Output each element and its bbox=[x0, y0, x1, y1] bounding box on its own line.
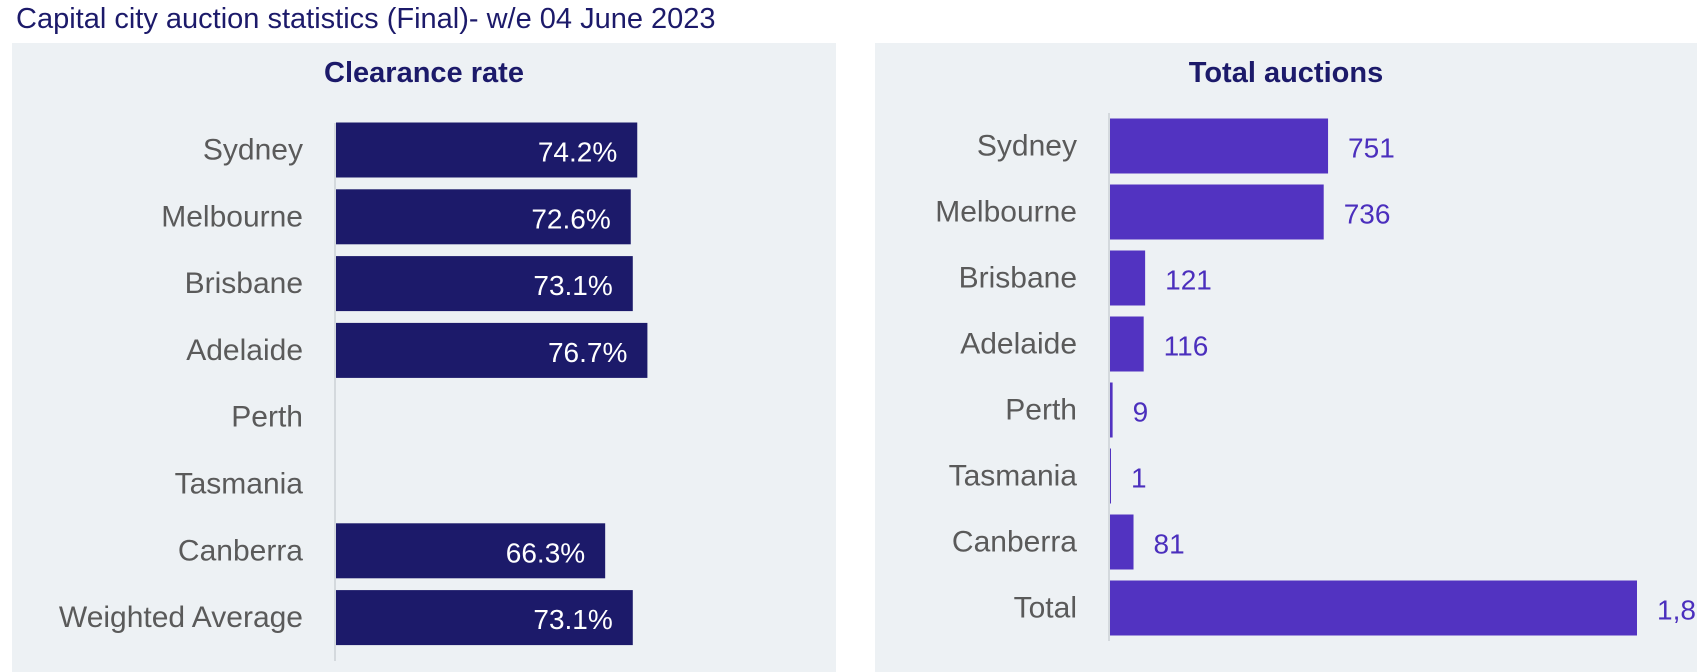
total-auctions-panel: Total auctions Sydney 751 Melbourne 736 Bris… bbox=[875, 43, 1697, 672]
value-label-sydney: 751 bbox=[1348, 133, 1395, 164]
category-label-perth: Perth bbox=[231, 401, 303, 434]
bar-weighted-average bbox=[336, 590, 633, 646]
category-label-adelaide: Adelaide bbox=[186, 334, 303, 367]
value-label-tasmania: 1 bbox=[1131, 463, 1147, 494]
category-label-tasmania: Tasmania bbox=[949, 460, 1078, 493]
value-label-perth: 9 bbox=[1133, 397, 1149, 428]
bar-total bbox=[1110, 580, 1637, 636]
category-label-adelaide: Adelaide bbox=[960, 328, 1077, 361]
category-label-sydney: Sydney bbox=[203, 134, 303, 167]
category-label-melbourne: Melbourne bbox=[161, 200, 303, 233]
category-label-sydney: Sydney bbox=[977, 130, 1077, 163]
value-label-canberra: 66.3% bbox=[506, 537, 585, 568]
category-label-total: Total bbox=[1014, 592, 1077, 625]
value-label-brisbane: 73.1% bbox=[533, 270, 612, 301]
category-label-canberra: Canberra bbox=[952, 526, 1077, 559]
bar-sydney bbox=[336, 122, 638, 178]
clearance-rate-title: Clearance rate bbox=[324, 57, 524, 89]
page-title: Capital city auction statistics (Final)-… bbox=[16, 3, 716, 35]
bar-brisbane bbox=[1110, 250, 1146, 306]
value-label-canberra: 81 bbox=[1154, 529, 1185, 560]
clearance-rate-panel: Clearance rate Sydney 74.2% Melbourne 72.6%… bbox=[12, 43, 836, 672]
category-label-brisbane: Brisbane bbox=[185, 267, 303, 300]
value-label-adelaide: 76.7% bbox=[548, 337, 627, 368]
bar-perth bbox=[1110, 382, 1113, 438]
category-label-canberra: Canberra bbox=[178, 534, 303, 567]
value-label-melbourne: 72.6% bbox=[531, 203, 610, 234]
category-label-brisbane: Brisbane bbox=[959, 262, 1077, 295]
total-auctions-chart: Sydney 751 Melbourne 736 Brisbane 121 Adelaide… bbox=[935, 113, 1697, 641]
value-label-adelaide: 116 bbox=[1164, 331, 1209, 362]
clearance-rate-chart: Sydney 74.2% Melbourne 72.6% Brisbane 73.1% Ad… bbox=[59, 122, 648, 661]
bar-canberra bbox=[1110, 514, 1134, 570]
total-auctions-title: Total auctions bbox=[1188, 57, 1384, 89]
bar-tasmania bbox=[1110, 448, 1111, 504]
bar-canberra bbox=[336, 523, 606, 579]
bar-adelaide bbox=[336, 322, 648, 378]
bar-sydney bbox=[1110, 118, 1329, 174]
category-label-weighted-average: Weighted Average bbox=[59, 601, 303, 634]
category-label-perth: Perth bbox=[1005, 394, 1077, 427]
category-label-tasmania: Tasmania bbox=[175, 468, 304, 501]
bar-melbourne bbox=[336, 189, 631, 245]
value-label-sydney: 74.2% bbox=[538, 137, 617, 168]
value-label-total: 1,815 bbox=[1657, 595, 1697, 626]
bar-brisbane bbox=[336, 256, 633, 312]
value-label-melbourne: 736 bbox=[1344, 199, 1391, 230]
bar-melbourne bbox=[1110, 184, 1324, 240]
value-label-weighted-average: 73.1% bbox=[533, 604, 612, 635]
value-label-brisbane: 121 bbox=[1165, 265, 1212, 296]
category-label-melbourne: Melbourne bbox=[935, 196, 1077, 229]
bar-adelaide bbox=[1110, 316, 1144, 372]
